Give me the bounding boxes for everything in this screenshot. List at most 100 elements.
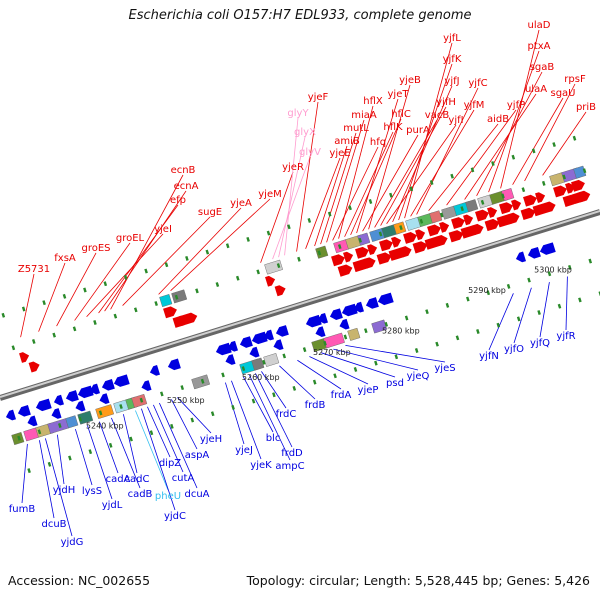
reverse-gene-arrow (317, 312, 328, 324)
gene-label-bottom: yjdH (53, 485, 76, 496)
reverse-gene-arrow (75, 400, 86, 412)
annotation-block (171, 289, 188, 304)
tick-mark (389, 192, 393, 198)
tick-mark (37, 429, 42, 435)
gene-label-bottom: yjfQ (530, 338, 550, 349)
tick-mark (323, 340, 327, 346)
tick-mark (266, 230, 271, 236)
callout-line (350, 118, 402, 236)
map-title: Escherichia coli O157:H7 EDL933, complet… (128, 8, 472, 23)
reverse-gene-arrow (167, 358, 181, 371)
tick-mark (364, 328, 368, 334)
tick-mark (21, 306, 26, 312)
gene-label-top: glyV (299, 147, 321, 158)
gene-label-bottom: yjdC (164, 511, 186, 522)
tick-mark (582, 168, 587, 174)
annotation-block (191, 374, 211, 390)
tick-mark (588, 258, 593, 264)
callout-line (38, 262, 66, 332)
tick-mark (200, 378, 205, 384)
scale-label: 5300 kbp (534, 266, 572, 275)
tick-mark (221, 372, 225, 378)
callout-line (326, 119, 365, 243)
reverse-gene-arrow (141, 380, 152, 391)
gene-label-bottom: blc (266, 433, 281, 444)
tick-mark (42, 300, 46, 306)
reverse-gene-arrow (329, 308, 343, 320)
gene-label-top: yjeA (230, 198, 252, 209)
tick-mark (527, 277, 531, 283)
tick-mark (353, 367, 358, 372)
reverse-gene-arrow (101, 379, 115, 391)
callout-line (309, 356, 369, 385)
callout-line (305, 157, 341, 249)
callout-line (225, 382, 245, 445)
reverse-gene-arrow (65, 390, 79, 402)
reverse-gene-arrow (339, 318, 350, 330)
tick-mark (486, 290, 491, 296)
callout-line (153, 404, 184, 473)
genome-stats-text: Topology: circular; Length: 5,528,445 bp… (246, 573, 590, 588)
callout-line (171, 399, 198, 450)
scale-label: 5250 kbp (167, 396, 205, 405)
gene-label-bottom: dipZ (159, 458, 181, 469)
tick-mark (160, 391, 164, 397)
gene-label-bottom: yjeJ (235, 445, 253, 456)
callout-line (333, 348, 419, 371)
gene-label-bottom: frdC (276, 409, 297, 420)
forward-gene-arrow (163, 306, 177, 319)
tick-mark (541, 180, 546, 186)
callout-line (272, 156, 311, 260)
callout-line (122, 216, 211, 306)
tick-mark (246, 236, 250, 242)
tick-mark (460, 206, 464, 212)
gene-label-bottom: yjeQ (407, 371, 430, 382)
forward-gene-arrow (451, 217, 465, 229)
tick-mark (52, 332, 56, 338)
gene-label-bottom: frdD (281, 448, 303, 459)
gene-label-bottom: cadA (106, 474, 131, 485)
genome-axis: 5240 kbp 5250 kbp 5260 kbp 5270 kbp 5280 kbp… (0, 135, 600, 474)
callout-line (20, 273, 35, 338)
gene-label-bottom: yjeH (200, 434, 222, 445)
gene-label-top: yjeI (154, 224, 172, 235)
gene-label-top: priB (576, 102, 596, 113)
forward-gene-arrow (472, 223, 484, 235)
scale-label: 5280 kbp (382, 326, 420, 335)
tick-mark (429, 180, 434, 185)
reverse-gene-arrow (27, 415, 38, 427)
tick-mark (455, 335, 460, 341)
tick-mark (476, 329, 480, 334)
callout-line (177, 397, 212, 434)
gene-label-bottom: yjfO (504, 344, 524, 355)
tick-mark (374, 360, 378, 366)
reverse-gene-arrow (273, 339, 284, 351)
callout-line (416, 87, 479, 215)
reverse-gene-arrow (17, 405, 31, 417)
callout-line (368, 84, 411, 230)
callout-line (524, 83, 576, 182)
reverse-gene-arrow (227, 340, 238, 352)
tick-mark (170, 423, 174, 429)
callout-line (488, 293, 514, 351)
tick-mark (149, 430, 154, 436)
tick-mark (113, 313, 118, 319)
callout-line (356, 98, 399, 234)
callout-line (231, 380, 262, 460)
tick-mark (568, 264, 572, 270)
tick-mark (272, 392, 276, 398)
tick-mark (480, 199, 485, 205)
gene-label-bottom: lysS (82, 486, 102, 497)
gene-label-top: amiB (334, 136, 360, 147)
tick-mark (511, 154, 516, 160)
callout-line (410, 109, 475, 217)
forward-gene-arrow (19, 352, 30, 363)
gene-label-bottom: frdA (331, 390, 352, 401)
tick-mark (343, 334, 348, 340)
gene-label-bottom: frdB (305, 400, 326, 411)
tick-mark (537, 310, 541, 315)
callout-line (380, 106, 447, 226)
reverse-gene-arrow (305, 314, 322, 328)
tick-mark (312, 379, 317, 385)
tick-mark (108, 442, 113, 448)
